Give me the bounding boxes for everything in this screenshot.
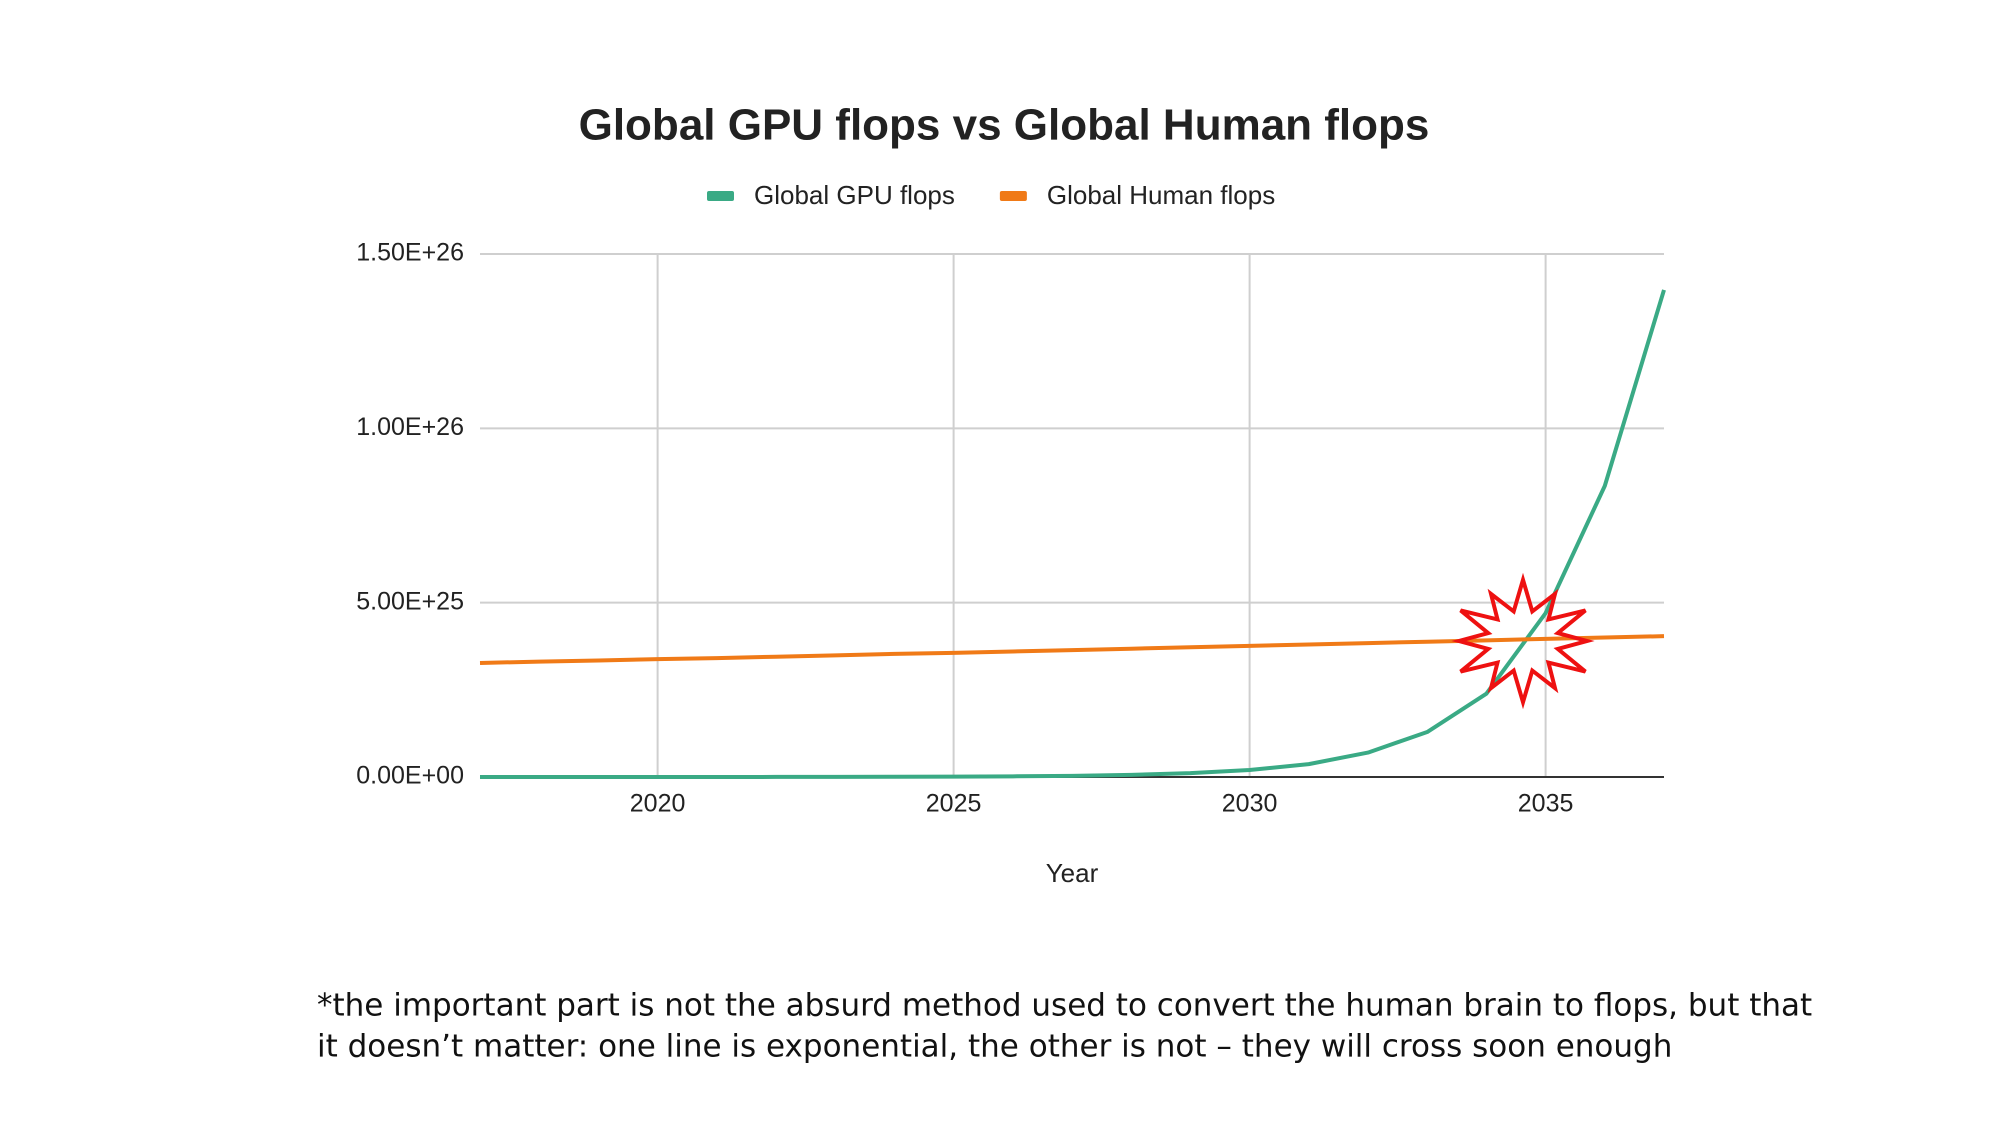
y-tick-label: 1.00E+26	[356, 413, 464, 441]
y-tick-label: 0.00E+00	[356, 762, 464, 790]
legend-swatch	[999, 191, 1027, 201]
x-axis-label: Year	[1046, 858, 1099, 888]
x-tick-label: 2030	[1222, 790, 1278, 818]
x-tick-label: 2035	[1518, 790, 1574, 818]
caption-line: it doesn’t matter: one line is exponenti…	[317, 1029, 1672, 1065]
x-tick-label: 2020	[630, 790, 686, 818]
caption-line: *the important part is not the absurd me…	[317, 988, 1812, 1024]
legend-swatch	[707, 191, 734, 201]
legend: Global GPU flops Global Human flops	[707, 180, 1275, 210]
starburst	[1451, 572, 1595, 710]
y-tick-label: 5.00E+25	[356, 587, 464, 615]
series-line	[479, 289, 1666, 779]
x-tick-label: 2025	[926, 790, 982, 818]
legend-label: Global GPU flops	[754, 180, 955, 210]
legend-label: Global Human flops	[1047, 180, 1275, 210]
y-tick-label: 1.50E+26	[356, 239, 464, 267]
chart-title: Global GPU flops vs Global Human flops	[579, 101, 1430, 150]
